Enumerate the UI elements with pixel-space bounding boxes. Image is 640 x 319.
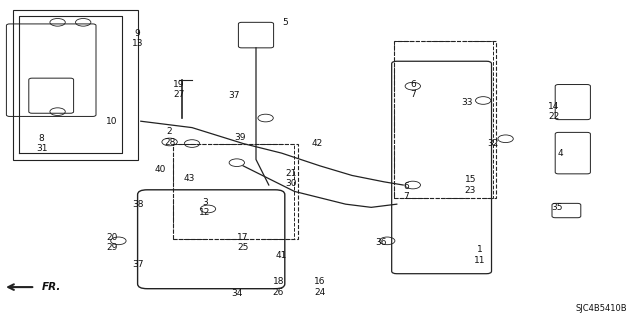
Text: 40: 40 — [154, 165, 166, 174]
Text: FR.: FR. — [42, 282, 61, 292]
Text: 9
13: 9 13 — [132, 29, 143, 48]
Text: 17
25: 17 25 — [237, 233, 249, 252]
Text: 14
22: 14 22 — [548, 102, 559, 121]
Text: 42: 42 — [311, 139, 323, 148]
Text: 37: 37 — [228, 91, 239, 100]
Text: 2
28: 2 28 — [164, 128, 175, 147]
Text: 43: 43 — [183, 174, 195, 183]
Text: 41: 41 — [276, 251, 287, 260]
Text: 6
7: 6 7 — [404, 182, 409, 201]
Text: 37: 37 — [132, 260, 143, 269]
Text: 36: 36 — [375, 238, 387, 247]
Text: 20
29: 20 29 — [106, 233, 118, 252]
Text: 35: 35 — [551, 203, 563, 212]
Text: 8
31: 8 31 — [36, 134, 47, 153]
Text: 32: 32 — [487, 139, 499, 148]
Text: 10: 10 — [106, 117, 118, 126]
Text: SJC4B5410B: SJC4B5410B — [575, 304, 627, 313]
Text: 16
24: 16 24 — [314, 278, 326, 297]
Text: 33: 33 — [461, 98, 473, 107]
Text: 19
27: 19 27 — [173, 80, 185, 99]
Text: 34: 34 — [231, 289, 243, 298]
Text: 3
12: 3 12 — [199, 198, 211, 217]
Text: 1
11: 1 11 — [474, 246, 486, 265]
Text: 39: 39 — [234, 133, 246, 142]
Text: 38: 38 — [132, 200, 143, 209]
Text: 5: 5 — [282, 18, 287, 27]
Text: 6
7: 6 7 — [410, 80, 415, 99]
Text: 18
26: 18 26 — [273, 278, 284, 297]
Text: 15
23: 15 23 — [465, 175, 476, 195]
Text: 21
30: 21 30 — [285, 169, 297, 188]
Text: 4: 4 — [557, 149, 563, 158]
